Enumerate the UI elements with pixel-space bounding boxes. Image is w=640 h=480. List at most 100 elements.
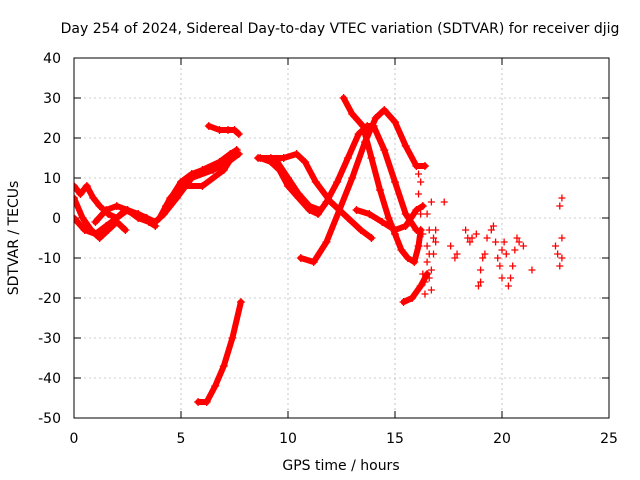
data-point: [528, 266, 536, 274]
y-tick-label: 40: [43, 51, 61, 67]
data-point: [498, 246, 506, 254]
data-point: [515, 238, 523, 246]
data-point: [102, 206, 111, 214]
data-point: [194, 398, 203, 406]
data-point: [202, 398, 211, 406]
data-point: [427, 266, 435, 274]
data-point: [462, 226, 470, 234]
data-point: [414, 242, 423, 250]
data-point: [494, 254, 502, 262]
plot-frame: [73, 57, 610, 419]
data-point: [74, 182, 78, 190]
data-point: [466, 238, 474, 246]
data-point: [155, 214, 164, 222]
data-point: [401, 142, 410, 150]
data-point: [211, 382, 220, 390]
data-point: [408, 294, 417, 302]
data-point: [284, 174, 292, 182]
data-point: [401, 210, 410, 218]
data-point: [492, 238, 500, 246]
data-point: [356, 226, 365, 234]
y-tick-label: 20: [43, 131, 61, 147]
data-point: [427, 198, 435, 206]
data-point: [384, 214, 393, 222]
data-tracks: [74, 94, 432, 406]
data-point: [112, 214, 121, 222]
data-point: [177, 178, 185, 186]
data-point: [487, 226, 495, 234]
data-point: [425, 274, 433, 282]
data-point: [423, 258, 431, 266]
data-point: [447, 242, 455, 250]
data-point: [358, 122, 367, 130]
data-point: [151, 218, 160, 226]
data-point: [204, 122, 213, 130]
data-point: [256, 154, 265, 162]
data-track: [297, 107, 428, 265]
data-point: [198, 182, 207, 190]
data-point: [419, 230, 427, 238]
data-point: [367, 234, 376, 242]
data-point: [500, 238, 508, 246]
data-point: [468, 234, 476, 242]
data-point: [477, 266, 485, 274]
data-point: [198, 166, 207, 174]
data-point: [339, 94, 348, 102]
data-point: [162, 202, 171, 210]
data-point: [322, 238, 331, 246]
data-point: [230, 126, 239, 134]
data-point: [335, 206, 344, 214]
data-point: [440, 198, 448, 206]
data-point: [311, 178, 320, 186]
data-point: [419, 270, 427, 278]
data-point: [102, 222, 111, 230]
data-point: [479, 254, 487, 262]
data-point: [112, 202, 121, 210]
data-point: [509, 262, 517, 270]
data-point: [316, 206, 325, 214]
data-point: [95, 202, 104, 210]
data-point: [219, 362, 228, 370]
data-point: [556, 262, 564, 270]
data-point: [474, 282, 482, 290]
data-point: [89, 194, 98, 202]
data-point: [343, 214, 352, 222]
data-point: [412, 162, 420, 170]
data-point: [558, 234, 566, 242]
data-point: [425, 226, 433, 234]
data-point: [511, 246, 519, 254]
data-point: [236, 298, 245, 306]
data-point: [76, 190, 85, 198]
y-axis-label: SDTVAR / TECUs: [6, 181, 22, 296]
y-tick-label: 10: [43, 171, 61, 187]
data-point: [483, 234, 491, 242]
x-tick-label: 5: [177, 431, 186, 447]
data-point: [380, 146, 389, 154]
y-tick-label: -20: [38, 291, 61, 307]
data-point: [432, 226, 440, 234]
data-point: [558, 194, 566, 202]
data-point: [234, 130, 243, 138]
data-point: [502, 250, 510, 258]
chart-title: Day 254 of 2024, Sidereal Day-to-day VTE…: [61, 21, 620, 37]
data-point: [453, 250, 461, 258]
data-point: [305, 202, 314, 210]
data-point: [354, 130, 363, 138]
y-tick-label: 30: [43, 91, 61, 107]
data-point: [412, 206, 421, 214]
data-point: [367, 154, 376, 162]
data-point: [410, 258, 419, 266]
data-point: [399, 298, 408, 306]
data-point: [378, 218, 387, 226]
data-point: [427, 286, 435, 294]
data-point: [420, 162, 429, 170]
data-point: [513, 234, 521, 242]
x-tick-label: 0: [70, 431, 79, 447]
y-tick-label: -10: [38, 251, 61, 267]
x-tick-label: 15: [386, 431, 404, 447]
data-point: [519, 242, 527, 250]
data-track: [340, 95, 424, 265]
data-points: [412, 162, 566, 298]
data-point: [279, 154, 288, 162]
